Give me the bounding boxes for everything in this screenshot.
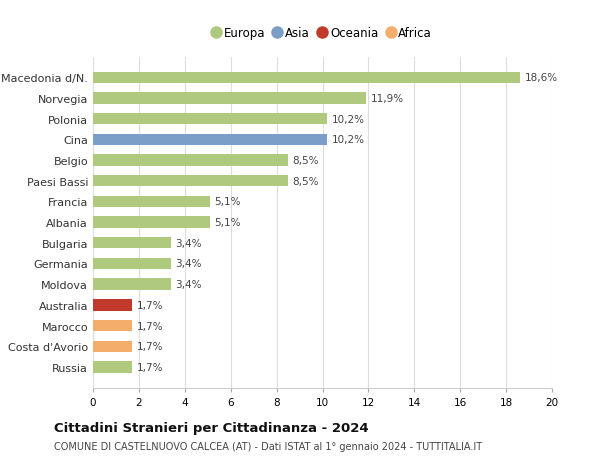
Legend: Europa, Asia, Oceania, Africa: Europa, Asia, Oceania, Africa	[209, 23, 436, 44]
Bar	[93, 341, 132, 352]
Text: 8,5%: 8,5%	[293, 176, 319, 186]
Text: Cittadini Stranieri per Cittadinanza - 2024: Cittadini Stranieri per Cittadinanza - 2…	[54, 421, 368, 434]
Bar	[93, 93, 366, 104]
Bar	[93, 362, 132, 373]
Text: 8,5%: 8,5%	[293, 156, 319, 166]
Bar	[93, 176, 288, 187]
Bar	[93, 114, 327, 125]
Text: 3,4%: 3,4%	[176, 238, 202, 248]
Text: COMUNE DI CASTELNUOVO CALCEA (AT) - Dati ISTAT al 1° gennaio 2024 - TUTTITALIA.I: COMUNE DI CASTELNUOVO CALCEA (AT) - Dati…	[54, 441, 482, 451]
Text: 5,1%: 5,1%	[215, 197, 241, 207]
Text: 1,7%: 1,7%	[137, 341, 163, 352]
Text: 1,7%: 1,7%	[137, 362, 163, 372]
Bar	[93, 300, 132, 311]
Bar	[93, 320, 132, 331]
Text: 5,1%: 5,1%	[215, 218, 241, 228]
Bar	[93, 258, 171, 269]
Bar	[93, 279, 171, 290]
Bar	[93, 217, 210, 228]
Bar	[93, 73, 520, 84]
Text: 3,4%: 3,4%	[176, 280, 202, 290]
Bar	[93, 238, 171, 249]
Bar	[93, 134, 327, 146]
Text: 10,2%: 10,2%	[332, 114, 365, 124]
Text: 11,9%: 11,9%	[371, 94, 404, 104]
Text: 1,7%: 1,7%	[137, 321, 163, 331]
Bar	[93, 196, 210, 207]
Text: 18,6%: 18,6%	[524, 73, 557, 83]
Text: 1,7%: 1,7%	[137, 300, 163, 310]
Text: 3,4%: 3,4%	[176, 259, 202, 269]
Text: 10,2%: 10,2%	[332, 135, 365, 145]
Bar	[93, 155, 288, 166]
